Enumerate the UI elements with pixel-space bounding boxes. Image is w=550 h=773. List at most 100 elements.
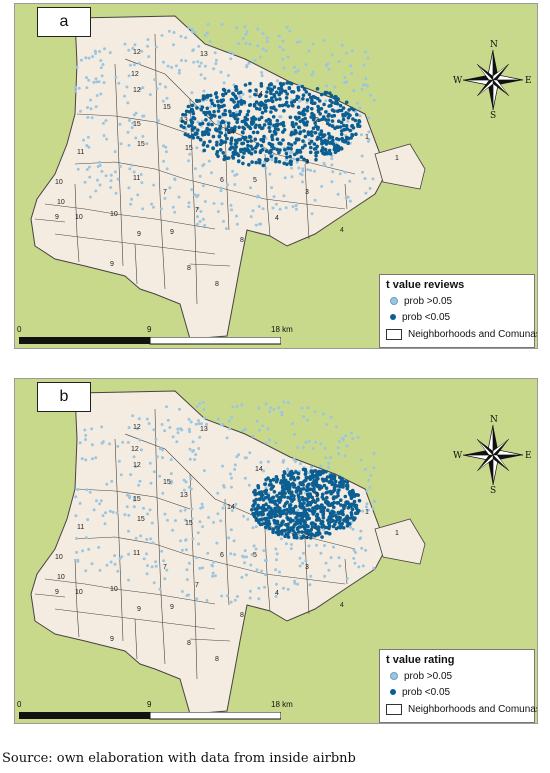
panel-label: a (37, 7, 91, 37)
scale-bar (19, 712, 281, 720)
comuna-label: 7 (195, 207, 199, 214)
comuna-label: 5 (253, 552, 257, 559)
comuna-label: 15 (163, 479, 171, 486)
polygon-icon (386, 703, 402, 715)
legend-item-neighborhoods: Neighborhoods and Comunas (386, 328, 537, 342)
scale-bar (19, 337, 281, 345)
map-panel-b: 12 13 12 14 12 15 13 15 11 2 1 15 15 14 1 11 3 10 5 10 6 10 3 9… (14, 378, 538, 724)
comuna-label: 4 (275, 215, 279, 222)
comuna-label: 8 (187, 640, 191, 647)
compass-w: W (453, 76, 463, 86)
comuna-label: 10 (75, 589, 83, 596)
comuna-label: 12 (131, 446, 139, 453)
comuna-label: 8 (215, 656, 219, 663)
legend-item-prob-high: prob >0.05 (386, 295, 452, 309)
comuna-label: 8 (215, 281, 219, 288)
legend-title: t value rating (386, 654, 455, 666)
comuna-label: 9 (137, 231, 141, 238)
comuna-label: 9 (55, 214, 59, 221)
comuna-label: 15 (133, 121, 141, 128)
comuna-label: 4 (340, 602, 344, 609)
comuna-label: 7 (163, 189, 167, 196)
compass-s: S (490, 111, 496, 118)
scale-label-end: 18 km (271, 700, 293, 709)
comuna-label: 11 (77, 524, 84, 531)
comuna-label: 9 (137, 606, 141, 613)
compass-s: S (490, 486, 496, 493)
comuna-label: 9 (110, 636, 114, 643)
compass-e: E (525, 76, 532, 86)
dark-dot-icon (390, 689, 396, 696)
comuna-label: 10 (110, 586, 118, 593)
comuna-label: 15 (163, 104, 171, 111)
comuna-label: 8 (240, 612, 244, 619)
comuna-label: 1 (365, 134, 369, 141)
map-panel-a: 12 13 12 14 12 15 13 15 11 2 1 15 15 14 1 11 3 10 5 10 6 10 3 9… (14, 3, 538, 349)
polygon-icon (386, 328, 402, 340)
comuna-label: 12 (133, 49, 141, 56)
comuna-label: 11 (77, 149, 84, 156)
scale-label-mid: 9 (147, 700, 152, 709)
scale-label-end: 18 km (271, 325, 293, 334)
compass-e: E (525, 451, 532, 461)
source-caption: Source: own elaboration with data from i… (2, 751, 356, 766)
comuna-label: 3 (305, 564, 309, 571)
legend-title: t value reviews (386, 279, 465, 291)
comuna-label: 13 (180, 492, 188, 499)
light-dot-icon (390, 297, 398, 306)
comuna-label: 8 (187, 265, 191, 272)
comuna-label: 10 (75, 214, 83, 221)
comuna-label: 15 (137, 141, 145, 148)
comuna-label: 3 (305, 534, 309, 541)
comuna-label: 1 (395, 530, 399, 537)
comuna-label: 15 (185, 520, 193, 527)
comuna-label: 15 (137, 516, 145, 523)
comuna-label: 9 (170, 229, 174, 236)
comuna-label: 12 (131, 71, 139, 78)
comuna-label: 4 (275, 590, 279, 597)
map-legend: t value rating prob >0.05 prob <0.05 Nei… (379, 649, 537, 723)
comuna-label: 10 (57, 199, 65, 206)
comuna-label: 12 (133, 87, 141, 94)
comuna-label: 9 (55, 589, 59, 596)
comuna-label: 8 (240, 237, 244, 244)
comuna-label: 14 (227, 504, 235, 511)
comuna-label: 12 (133, 462, 141, 469)
comuna-label: 15 (133, 496, 141, 503)
legend-item-prob-high: prob >0.05 (386, 670, 452, 684)
comuna-label: 7 (195, 582, 199, 589)
comuna-label: 7 (163, 564, 167, 571)
comuna-label: 14 (255, 91, 263, 98)
scale-label-start: 0 (17, 700, 22, 709)
comuna-label: 1 (395, 155, 399, 162)
legend-item-prob-low: prob <0.05 (386, 311, 450, 325)
dark-dot-icon (390, 314, 396, 321)
panel-label: b (37, 382, 91, 412)
comuna-label: 10 (55, 554, 63, 561)
comuna-label: 11 (133, 550, 140, 557)
compass-n: N (490, 415, 498, 425)
comuna-label: 6 (220, 552, 224, 559)
comuna-label: 2 (315, 117, 319, 124)
comuna-label: 10 (55, 179, 63, 186)
scale-label-mid: 9 (147, 325, 152, 334)
legend-item-prob-low: prob <0.05 (386, 686, 450, 700)
map-legend: t value reviews prob >0.05 prob <0.05 Ne… (379, 274, 537, 348)
compass-rose-icon: N S E W (453, 40, 532, 118)
comuna-label: 10 (110, 211, 118, 218)
comuna-label: 4 (340, 227, 344, 234)
comuna-label: 2 (315, 492, 319, 499)
comuna-label: 13 (200, 51, 208, 58)
comuna-label: 15 (185, 145, 193, 152)
comuna-label: 13 (200, 426, 208, 433)
comuna-label: 11 (133, 175, 140, 182)
comuna-label: 1 (365, 509, 369, 516)
compass-w: W (453, 451, 463, 461)
comuna-label: 13 (180, 117, 188, 124)
comuna-label: 3 (305, 159, 309, 166)
scale-label-start: 0 (17, 325, 22, 334)
compass-rose-icon: N S E W (453, 415, 532, 493)
comuna-label: 6 (220, 177, 224, 184)
